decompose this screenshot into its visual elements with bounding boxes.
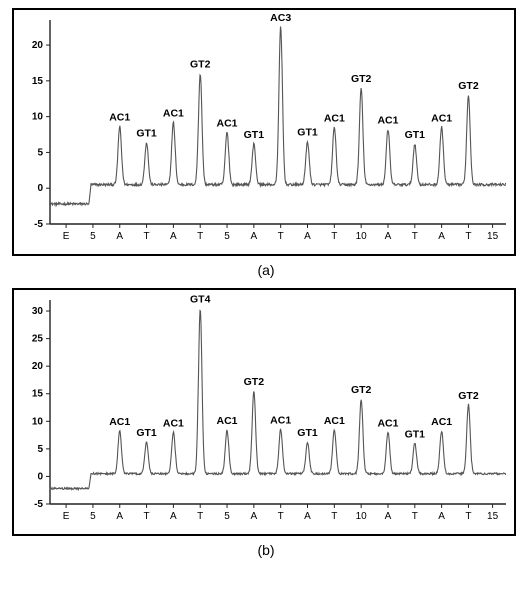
x-tick-label: A <box>385 231 392 242</box>
peak-label: AC1 <box>109 112 130 124</box>
y-tick-label: 10 <box>32 416 44 427</box>
peak-label: GT1 <box>405 428 426 440</box>
y-tick-label: 10 <box>32 112 44 123</box>
x-tick-label: A <box>251 511 258 522</box>
x-tick-label: A <box>385 511 392 522</box>
x-tick-label: T <box>465 511 471 522</box>
x-tick-label: T <box>331 231 337 242</box>
x-tick-label: A <box>116 231 123 242</box>
panel-caption: (a) <box>12 262 520 278</box>
panel-caption: (b) <box>12 542 520 558</box>
peak-label: AC3 <box>270 12 291 24</box>
peak-label: GT1 <box>297 427 318 439</box>
x-tick-label: 10 <box>356 231 368 242</box>
x-tick-label: E <box>63 511 70 522</box>
peak-label: GT2 <box>458 390 479 402</box>
x-tick-label: A <box>304 511 311 522</box>
peak-label: GT1 <box>297 127 318 139</box>
x-tick-label: E <box>63 231 70 242</box>
y-tick-label: 5 <box>37 147 43 158</box>
peak-label: GT4 <box>190 293 211 305</box>
peak-label: AC1 <box>217 415 238 427</box>
peak-label: AC1 <box>324 415 345 427</box>
x-tick-label: A <box>304 231 311 242</box>
peak-label: AC1 <box>324 112 345 124</box>
x-tick-label: 5 <box>90 511 96 522</box>
peak-label: AC1 <box>270 415 291 427</box>
y-tick-label: 20 <box>32 40 44 51</box>
peak-label: AC1 <box>109 416 130 428</box>
peak-label: GT2 <box>190 59 211 71</box>
y-tick-label: -5 <box>34 499 43 510</box>
peak-label: GT2 <box>244 376 265 388</box>
y-tick-label: 0 <box>37 471 43 482</box>
x-tick-label: A <box>170 511 177 522</box>
peak-label: GT1 <box>136 127 157 139</box>
x-tick-label: T <box>144 511 150 522</box>
x-tick-label: A <box>170 231 177 242</box>
peak-label: AC1 <box>163 107 184 119</box>
chart-panel: -5 0 5 10 15 20 E 5 A T A T 5 A T A T 10 A T A T 15 AC1 GT1 AC1… <box>12 8 516 256</box>
y-tick-label: -5 <box>34 219 43 230</box>
x-tick-label: T <box>278 231 284 242</box>
x-tick-label: 15 <box>487 231 499 242</box>
x-tick-label: T <box>197 511 203 522</box>
x-tick-label: T <box>144 231 150 242</box>
y-tick-label: 25 <box>32 334 44 345</box>
y-tick-label: 5 <box>37 444 43 455</box>
peak-label: AC1 <box>431 416 452 428</box>
y-tick-label: 30 <box>32 306 44 317</box>
y-tick-label: 0 <box>37 183 43 194</box>
y-tick-label: 20 <box>32 361 44 372</box>
x-tick-label: 10 <box>356 511 368 522</box>
peak-label: GT2 <box>351 384 372 396</box>
x-tick-label: A <box>251 231 258 242</box>
x-tick-label: 5 <box>224 511 230 522</box>
x-tick-label: T <box>197 231 203 242</box>
peak-label: GT1 <box>136 427 157 439</box>
x-tick-label: T <box>412 511 418 522</box>
x-tick-label: T <box>331 511 337 522</box>
peak-label: AC1 <box>431 112 452 124</box>
peak-label: AC1 <box>377 115 398 127</box>
chart-panel: -5 0 5 10 15 20 25 30 E 5 A T A T 5 A T A T 10 A T A T 15 AC1 GT… <box>12 288 516 536</box>
peak-label: AC1 <box>163 417 184 429</box>
x-tick-label: 15 <box>487 511 499 522</box>
chart-svg: -5 0 5 10 15 20 25 30 E 5 A T A T 5 A T A T 10 A T A T 15 AC1 GT… <box>14 290 518 538</box>
peak-label: GT1 <box>405 129 426 141</box>
peak-label: GT2 <box>351 73 372 85</box>
peak-label: AC1 <box>377 417 398 429</box>
x-tick-label: T <box>278 511 284 522</box>
x-tick-label: A <box>438 231 445 242</box>
x-tick-label: T <box>412 231 418 242</box>
x-tick-label: A <box>116 511 123 522</box>
chart-svg: -5 0 5 10 15 20 E 5 A T A T 5 A T A T 10 A T A T 15 AC1 GT1 AC1… <box>14 10 518 258</box>
y-tick-label: 15 <box>32 389 44 400</box>
x-tick-label: T <box>465 231 471 242</box>
x-tick-label: 5 <box>90 231 96 242</box>
peak-label: AC1 <box>217 117 238 129</box>
x-tick-label: 5 <box>224 231 230 242</box>
peak-label: GT1 <box>244 129 265 141</box>
peak-label: GT2 <box>458 80 479 92</box>
x-tick-label: A <box>438 511 445 522</box>
chromatogram-trace <box>50 311 506 490</box>
y-tick-label: 15 <box>32 76 44 87</box>
